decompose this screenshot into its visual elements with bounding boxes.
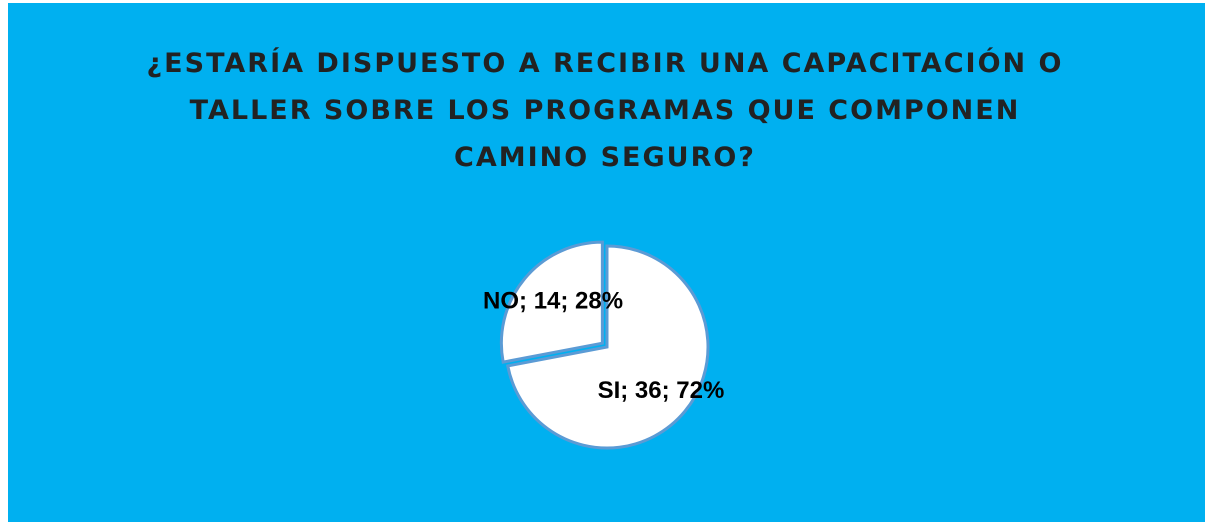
chart-title: ¿ESTARÍA DISPUESTO A RECIBIR UNA CAPACIT… [146,48,1064,173]
data-label: NO; 14; 28% [483,288,623,315]
pie-slice [499,240,604,364]
pie-slice [506,244,710,450]
data-label: SI; 36; 72% [598,377,725,404]
